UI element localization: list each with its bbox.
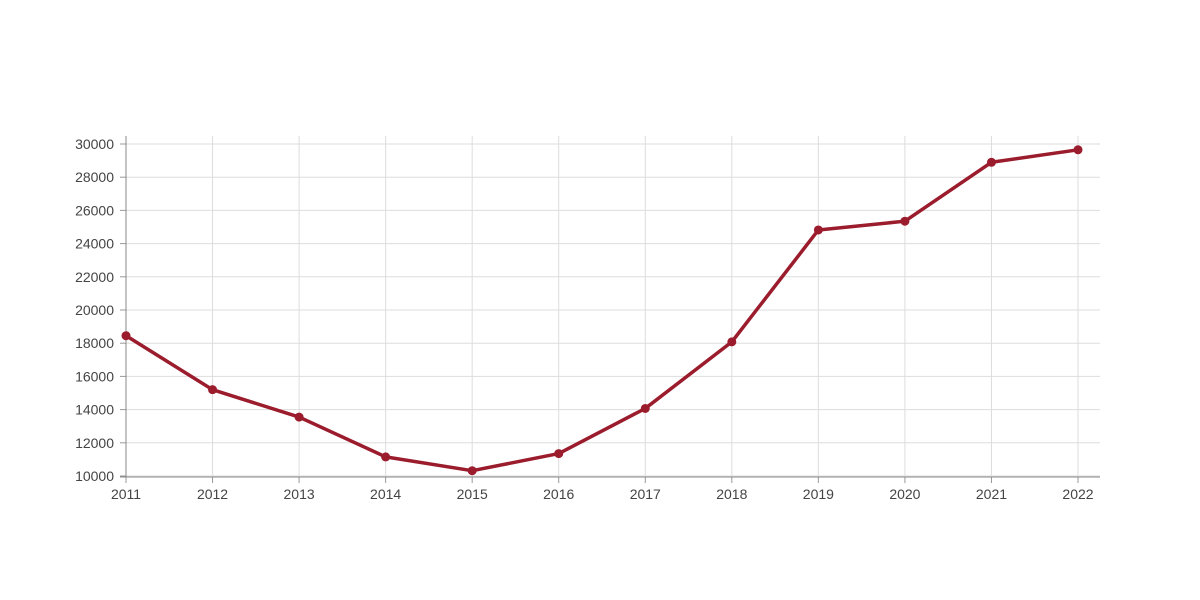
x-tick-label: 2021 (976, 486, 1007, 502)
y-tick-label: 28000 (75, 169, 114, 185)
x-tick-label: 2018 (716, 486, 747, 502)
x-tick-label: 2013 (284, 486, 315, 502)
x-tick-label: 2017 (630, 486, 661, 502)
x-tick-label: 2020 (889, 486, 920, 502)
y-tick-label: 22000 (75, 269, 114, 285)
y-tick-label: 14000 (75, 402, 114, 418)
data-point[interactable] (294, 412, 304, 422)
x-tick-label: 2012 (197, 486, 228, 502)
data-point[interactable] (121, 331, 131, 341)
y-tick-label: 26000 (75, 202, 114, 218)
y-tick-label: 10000 (75, 468, 114, 484)
data-point[interactable] (900, 216, 910, 226)
x-tick-label: 2019 (803, 486, 834, 502)
series-line (124, 148, 1080, 473)
data-point[interactable] (554, 449, 564, 459)
data-point[interactable] (208, 385, 218, 395)
data-point[interactable] (813, 225, 823, 235)
x-tick-label: 2014 (370, 486, 401, 502)
data-point[interactable] (1073, 145, 1083, 155)
y-tick-label: 24000 (75, 236, 114, 252)
data-point[interactable] (986, 157, 996, 167)
data-point[interactable] (727, 337, 737, 347)
x-tick-label: 2011 (111, 486, 141, 502)
axes (120, 136, 1100, 483)
x-tick-label: 2022 (1062, 486, 1093, 502)
x-tick-label: 2015 (457, 486, 488, 502)
tick-labels: 10000 12000 14000 16000 18000 20000 22000 24000… (75, 136, 1094, 502)
data-point[interactable] (381, 452, 391, 462)
series (121, 145, 1083, 476)
y-tick-label: 30000 (75, 136, 114, 152)
y-tick-label: 16000 (75, 368, 114, 384)
y-tick-label: 12000 (75, 435, 114, 451)
y-tick-label: 18000 (75, 335, 114, 351)
data-point[interactable] (467, 466, 477, 476)
data-point[interactable] (640, 403, 650, 413)
y-tick-label: 20000 (75, 302, 114, 318)
x-tick-label: 2016 (543, 486, 574, 502)
